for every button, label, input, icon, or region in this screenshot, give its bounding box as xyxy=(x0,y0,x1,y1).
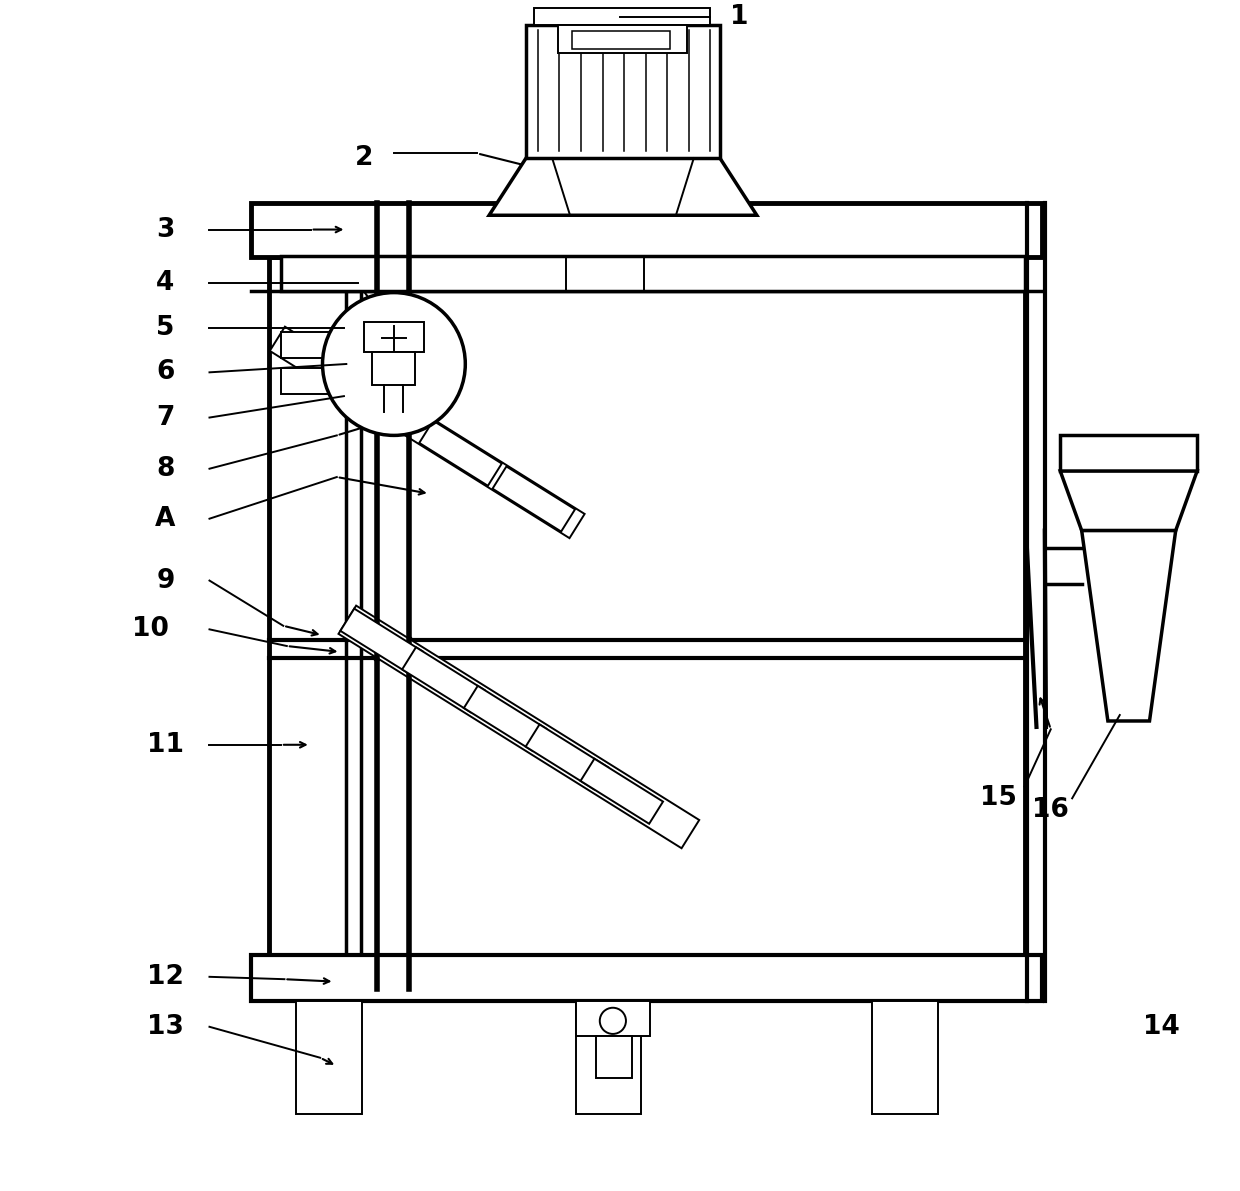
Bar xyxy=(580,759,663,824)
Text: 9: 9 xyxy=(156,568,175,593)
Polygon shape xyxy=(1060,436,1197,472)
Text: 4: 4 xyxy=(156,270,175,297)
Circle shape xyxy=(600,1008,626,1034)
Polygon shape xyxy=(489,158,756,216)
Polygon shape xyxy=(1060,472,1197,531)
Bar xyxy=(575,1000,641,1114)
Bar xyxy=(281,368,377,394)
Bar xyxy=(534,8,711,25)
Bar xyxy=(526,724,608,790)
Bar xyxy=(492,467,575,531)
Bar xyxy=(339,605,699,848)
Text: 2: 2 xyxy=(355,145,373,172)
Bar xyxy=(573,31,670,49)
Bar xyxy=(402,647,485,712)
Bar xyxy=(558,25,687,54)
Bar xyxy=(372,353,415,386)
Text: 12: 12 xyxy=(148,964,184,990)
Circle shape xyxy=(322,293,465,436)
Bar xyxy=(365,323,424,353)
Bar xyxy=(269,257,1024,989)
Bar xyxy=(336,369,419,434)
Bar xyxy=(252,204,1043,257)
Text: 1: 1 xyxy=(730,4,748,30)
Text: 3: 3 xyxy=(156,217,175,243)
Text: 13: 13 xyxy=(148,1014,184,1040)
Bar xyxy=(575,1000,650,1036)
Bar xyxy=(526,25,720,158)
Bar xyxy=(281,256,1024,292)
Bar xyxy=(281,332,377,358)
Text: 11: 11 xyxy=(148,731,184,757)
Polygon shape xyxy=(1081,531,1176,721)
Text: 8: 8 xyxy=(156,456,175,481)
Bar xyxy=(872,1000,937,1114)
Bar xyxy=(270,326,584,538)
Bar xyxy=(296,1000,362,1114)
Text: 10: 10 xyxy=(131,617,169,642)
Bar xyxy=(252,955,1043,1000)
Bar xyxy=(340,609,423,674)
Text: 14: 14 xyxy=(1143,1014,1179,1040)
Text: A: A xyxy=(155,506,176,531)
Bar xyxy=(419,420,502,486)
Bar xyxy=(596,1036,632,1078)
Text: 7: 7 xyxy=(156,405,175,431)
Text: 5: 5 xyxy=(156,316,175,342)
Bar xyxy=(464,686,547,750)
Text: 6: 6 xyxy=(156,360,175,386)
Text: 15: 15 xyxy=(980,785,1017,811)
Text: 16: 16 xyxy=(1033,797,1069,823)
